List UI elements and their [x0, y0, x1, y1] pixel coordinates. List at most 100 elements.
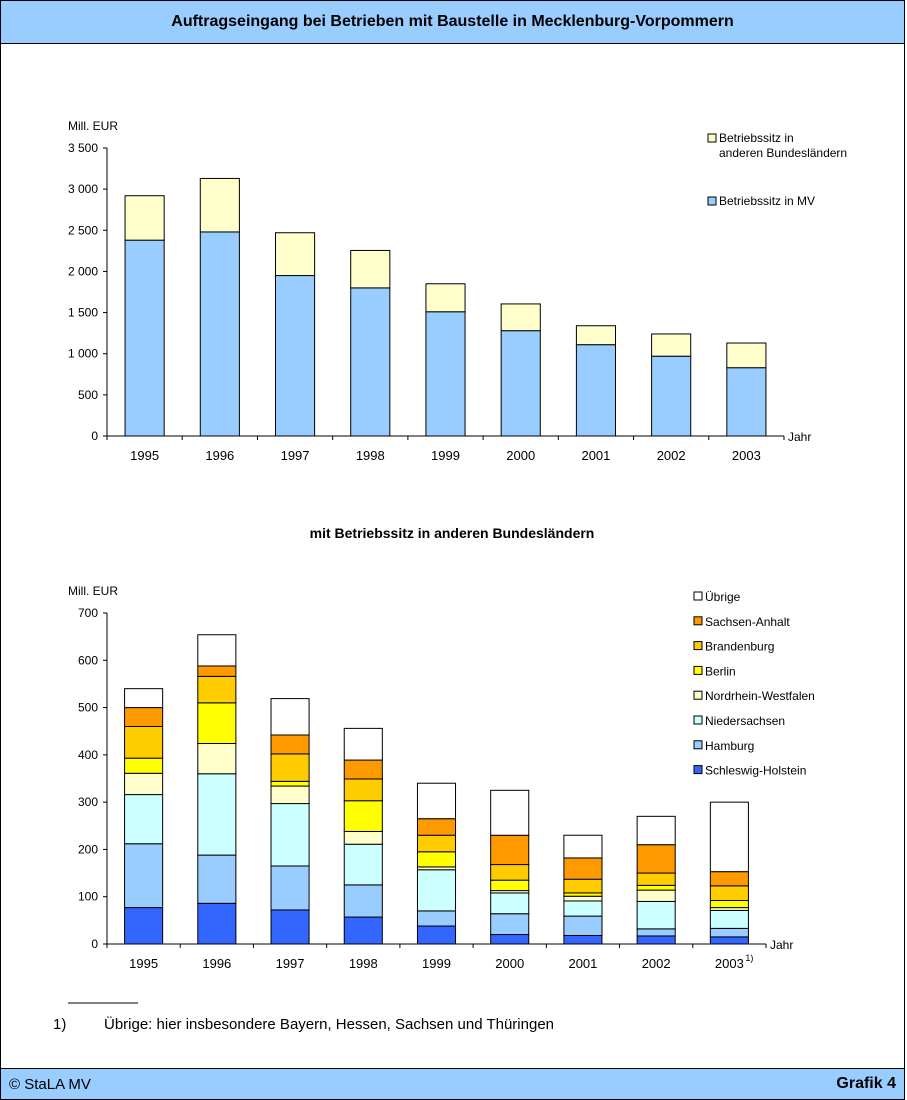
chart-1-bar-segment: [199, 231, 240, 437]
chart-2-bar-segment: [709, 899, 749, 909]
chart-1-x-tick-label: 1998: [356, 448, 385, 463]
chart-1-bar-segment: [575, 325, 617, 346]
chart-2-legend-swatch: [693, 616, 703, 626]
chart-1-x-tick-label: 1996: [205, 448, 234, 463]
footnote-text: Übrige: hier insbesondere Bayern, Hessen…: [104, 1015, 554, 1033]
chart-2-x-tick-label: 1999: [422, 956, 451, 971]
chart-2-ylabel: Mill. EUR: [68, 584, 118, 598]
chart-1-y-tick-label: 1 500: [68, 306, 98, 320]
chart-1-bar-segment: [124, 195, 165, 241]
chart-1-xlabel: Jahr: [788, 430, 811, 444]
chart-2-bar-segment: [197, 854, 237, 904]
chart-1-bar-segment: [651, 333, 692, 357]
footer-bar: © StaLA MV Grafik 4: [0, 1068, 905, 1100]
chart-1-bar-segment: [425, 311, 466, 437]
chart-2-legend-swatch: [693, 665, 703, 675]
chart-2-legend-label: Nordrhein-Westfalen: [705, 689, 815, 703]
chart-2-bar-segment: [416, 782, 457, 820]
chart-2-y-tick-label: 300: [78, 795, 98, 809]
chart-2-x-tick-label: 2003: [715, 956, 744, 971]
chart-2-bar-segment: [490, 789, 530, 836]
chart-2-bar-segment: [124, 772, 164, 796]
chart-2-legend-swatch: [693, 591, 703, 601]
chart-1-legend-swatch: [707, 133, 717, 143]
chart-2-bar-segment: [563, 900, 603, 917]
chart-2-bar-segment: [490, 892, 530, 915]
chart-2-bar-segment: [636, 815, 676, 846]
chart-2-legend-label: Hamburg: [705, 739, 754, 753]
chart-1-legend-label-line: anderen Bundesländern: [719, 146, 847, 160]
chart-1-x-tick-label: 2000: [506, 448, 535, 463]
footnote-mark: 1): [53, 1016, 66, 1033]
chart-2-bar-segment: [197, 743, 237, 775]
chart-2-y-tick-label: 600: [78, 653, 98, 667]
chart-1-x-tick-label: 1995: [130, 448, 159, 463]
chart-2-legend-swatch: [693, 740, 703, 750]
chart-2-x-tick-superscript: 1): [745, 953, 753, 963]
chart-2-bar-segment: [636, 900, 676, 930]
chart-1-y-tick-label: 3 000: [68, 182, 98, 196]
chart-1-legend-label: Betriebssitz in MV: [719, 194, 815, 208]
chart-2-bar-segment: [343, 843, 383, 886]
chart-2-y-tick-label: 500: [78, 701, 98, 715]
chart-1-y-tick-label: 0: [91, 429, 98, 443]
chart-2-x-tick-label: 1996: [202, 956, 231, 971]
chart-2-bar-segment: [490, 864, 530, 881]
chart-2-bar-segment: [563, 934, 603, 945]
chart-1-legend-label-line: Betriebssitz in: [719, 131, 794, 145]
chart-1-x-tick-label: 2003: [732, 448, 761, 463]
chart-1-bar-segment: [350, 287, 391, 437]
chart-2-bar-segment: [270, 734, 310, 755]
chart-2-x-tick-label: 1997: [276, 956, 305, 971]
chart-2-bar-segment: [490, 934, 530, 945]
chart-2-bar-segment: [416, 925, 457, 945]
chart-2-bar-segment: [270, 865, 310, 911]
chart-1-bar-segment: [726, 342, 767, 369]
chart-1-y-tick-label: 1 000: [68, 347, 98, 361]
chart-2-bar-segment: [343, 830, 383, 845]
page-title-text: Auftragseingang bei Betrieben mit Bauste…: [171, 13, 734, 30]
chart-2-bar-segment: [636, 844, 676, 874]
chart-1-y-tick-label: 500: [78, 388, 98, 402]
chart-2-legend-label: Brandenburg: [705, 640, 774, 654]
chart-1-bar-segment: [274, 275, 316, 437]
chart-2-bar-segment: [636, 884, 676, 891]
chart-2-bar-segment: [563, 878, 603, 894]
chart-2-x-tick-label: 2002: [642, 956, 671, 971]
chart-2-bar-segment: [197, 902, 237, 945]
chart-2-legend-label: Berlin: [705, 664, 736, 678]
chart-2-title: mit Betriebssitz in anderen Bundesländer…: [310, 525, 595, 541]
chart-1-bar-segment: [575, 344, 617, 437]
chart-2-x-tick-label: 1995: [129, 956, 158, 971]
chart-2-bar-segment: [124, 688, 164, 709]
chart-2-x-tick-label: 1998: [349, 956, 378, 971]
chart-1-ylabel: Mill. EUR: [68, 119, 118, 133]
chart-2-bar-segment: [563, 857, 603, 880]
chart-2-bar-segment: [270, 780, 310, 787]
chart-2-bar-segment: [563, 834, 603, 859]
chart-1-x-tick-label: 1997: [281, 448, 310, 463]
chart-2-bar-segment: [270, 698, 310, 736]
chart-2-bar-segment: [490, 834, 530, 866]
chart-2-bar-segment: [636, 935, 676, 945]
chart-2-bar-segment: [416, 851, 457, 868]
chart-2-legend-swatch: [693, 765, 703, 775]
chart-1-legend-label-line: Betriebssitz in MV: [719, 194, 815, 208]
chart-2-legend-label: Übrige: [705, 590, 741, 604]
chart-1-bar-segment: [500, 303, 541, 332]
chart-2-bar-segment: [197, 702, 237, 745]
chart-1-x-tick-label: 2001: [581, 448, 610, 463]
chart-2-bar-segment: [124, 707, 164, 727]
chart-2-bar-segment: [636, 872, 676, 886]
chart-1-bar-segment: [274, 232, 316, 277]
chart-2-bar-segment: [416, 869, 457, 912]
chart-1-bar-segment: [124, 239, 165, 437]
chart-2-bar-segment: [636, 889, 676, 902]
chart-2-bar-segment: [124, 725, 164, 759]
chart-2-y-tick-label: 700: [78, 606, 98, 620]
chart-2-bar-segment: [124, 757, 164, 774]
chart-2-y-tick-label: 100: [78, 890, 98, 904]
chart-2-bar-segment: [563, 915, 603, 936]
chart-2-legend-swatch: [693, 641, 703, 651]
